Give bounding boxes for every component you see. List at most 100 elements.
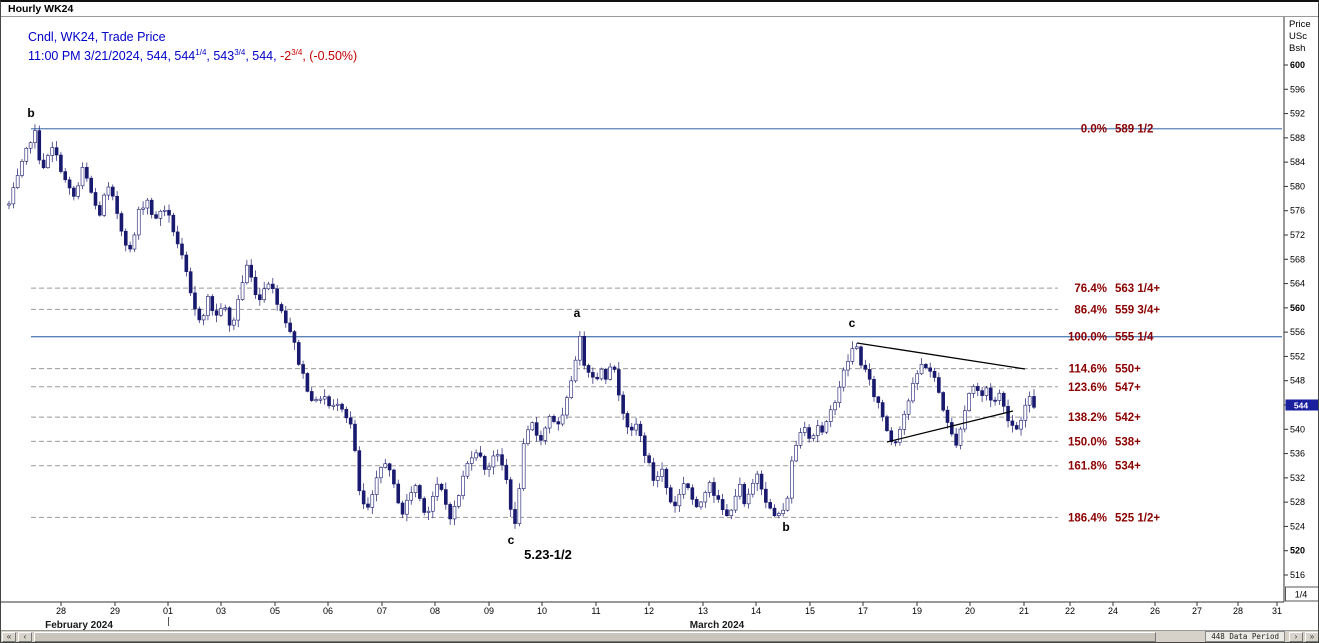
legend-quote-segment: 3/4 <box>234 48 246 57</box>
y-tick-label: 548 <box>1290 376 1305 386</box>
x-tick-label: 29 <box>110 606 120 616</box>
candle-body <box>1001 392 1006 407</box>
legend-change-segment: -2 <box>280 49 292 64</box>
y-tick-label: 600 <box>1290 60 1305 70</box>
candle-body <box>733 495 738 511</box>
candle-body <box>677 493 682 507</box>
y-tick-label: 584 <box>1290 157 1305 167</box>
candle-body <box>136 209 141 236</box>
candle-body <box>534 422 539 436</box>
legend-quote-segment: 1/4 <box>195 48 207 57</box>
candle-body <box>33 130 37 144</box>
candle-body <box>725 509 729 517</box>
candle-body <box>578 335 582 361</box>
candle-body <box>128 244 132 250</box>
candle-body <box>41 159 46 169</box>
candle-body <box>422 498 426 513</box>
legend-quote-segment: , 543 <box>206 49 235 64</box>
fib-pct-label: 76.4% <box>1074 283 1107 295</box>
candle-body <box>413 485 418 493</box>
candle-body <box>975 386 980 391</box>
x-tick-label: 09 <box>484 606 494 616</box>
wave-annotations: b a c c b 5.23-1/2 <box>27 106 855 562</box>
fib-price-label: 550+ <box>1115 364 1141 376</box>
y-tick-label: 524 <box>1290 521 1305 531</box>
x-tick-label: 31 <box>1272 606 1282 616</box>
candle-body <box>517 488 522 524</box>
x-tick-label: 17 <box>858 606 868 616</box>
wave-label: b <box>27 106 34 120</box>
candle-body <box>305 373 310 392</box>
candle-body <box>746 493 751 505</box>
current-price-badge <box>1285 399 1318 411</box>
candle-body <box>37 130 42 161</box>
candle-body <box>175 231 180 245</box>
y-tick-label: 552 <box>1290 351 1305 361</box>
candle-body <box>361 490 366 505</box>
candle-body <box>820 425 824 433</box>
candle-body <box>681 483 686 495</box>
candle-body <box>1032 396 1036 408</box>
candle-body <box>102 194 106 216</box>
candle-body <box>642 435 647 456</box>
y-tick-label: 572 <box>1290 230 1305 240</box>
candle-body <box>271 283 275 289</box>
candle-body <box>919 364 924 375</box>
candle-body <box>340 403 344 410</box>
candle-body <box>885 416 889 432</box>
candle-body <box>694 499 699 508</box>
candle-body <box>854 346 859 349</box>
wave-label: c <box>849 316 856 330</box>
y-tick-label: 556 <box>1290 327 1305 337</box>
candle-body <box>608 366 612 380</box>
tick-unit-box <box>1285 586 1318 602</box>
fib-price-label: 555 1/4 <box>1115 332 1154 344</box>
candle-body <box>93 192 98 206</box>
candle-body <box>50 147 55 156</box>
candle-body <box>444 489 448 505</box>
horizontal-scrollbar[interactable]: « ‹ 448 Data Period › » <box>1 630 1318 642</box>
x-tick-label: 15 <box>805 606 815 616</box>
candle-body <box>188 271 193 294</box>
scroll-left-button[interactable]: ‹ <box>18 631 32 642</box>
scroll-far-right-button[interactable]: » <box>1305 631 1318 642</box>
scrollbar-track[interactable] <box>1157 632 1202 642</box>
candle-body <box>322 396 327 400</box>
scrollbar-thumb[interactable] <box>34 631 1157 642</box>
candle-body <box>469 457 474 464</box>
data-period-label: 448 Data Period <box>1205 631 1285 642</box>
x-tick-label: 08 <box>430 606 440 616</box>
candle-body <box>456 495 461 507</box>
candle-body <box>400 502 405 515</box>
scroll-right-button[interactable]: › <box>1289 631 1303 642</box>
x-tick-label: 11 <box>591 606 600 616</box>
price-axis-header: Bsh <box>1289 43 1305 54</box>
current-price-label: 544 <box>1294 400 1308 410</box>
candle-body <box>794 445 798 462</box>
candle-body <box>638 423 643 437</box>
candle-body <box>63 171 68 181</box>
month-label: February 2024 <box>45 620 113 631</box>
fib-price-label: 589 1/2 <box>1115 124 1153 136</box>
candle-body <box>984 387 989 396</box>
candle-body <box>751 483 755 495</box>
candle-body <box>755 473 760 484</box>
x-axis-ticks: 28 29 01 03 05 06 07 08 09 10 11 12 13 14 15 17 19 20 21 22… <box>56 602 1282 616</box>
fib-pct-label: 161.8% <box>1068 461 1107 473</box>
y-tick-label: 532 <box>1290 473 1305 483</box>
candle-body <box>530 422 535 431</box>
candle-body <box>504 464 509 480</box>
candle-body <box>24 147 29 162</box>
candle-body <box>560 414 565 425</box>
candle-body <box>387 463 392 471</box>
candle-body <box>898 429 902 443</box>
y-tick-label: 596 <box>1290 84 1305 94</box>
candle-body <box>712 482 716 496</box>
price-chart[interactable]: 600 596 592 588 584 580 576 572 568 564 560 556 552 5… <box>1 17 1319 617</box>
scroll-far-left-button[interactable]: « <box>2 631 16 642</box>
x-tick-label: 19 <box>912 606 922 616</box>
candlestick-series <box>7 124 1036 529</box>
candle-body <box>980 390 984 396</box>
candle-body <box>396 483 401 504</box>
candle-body <box>707 482 712 493</box>
